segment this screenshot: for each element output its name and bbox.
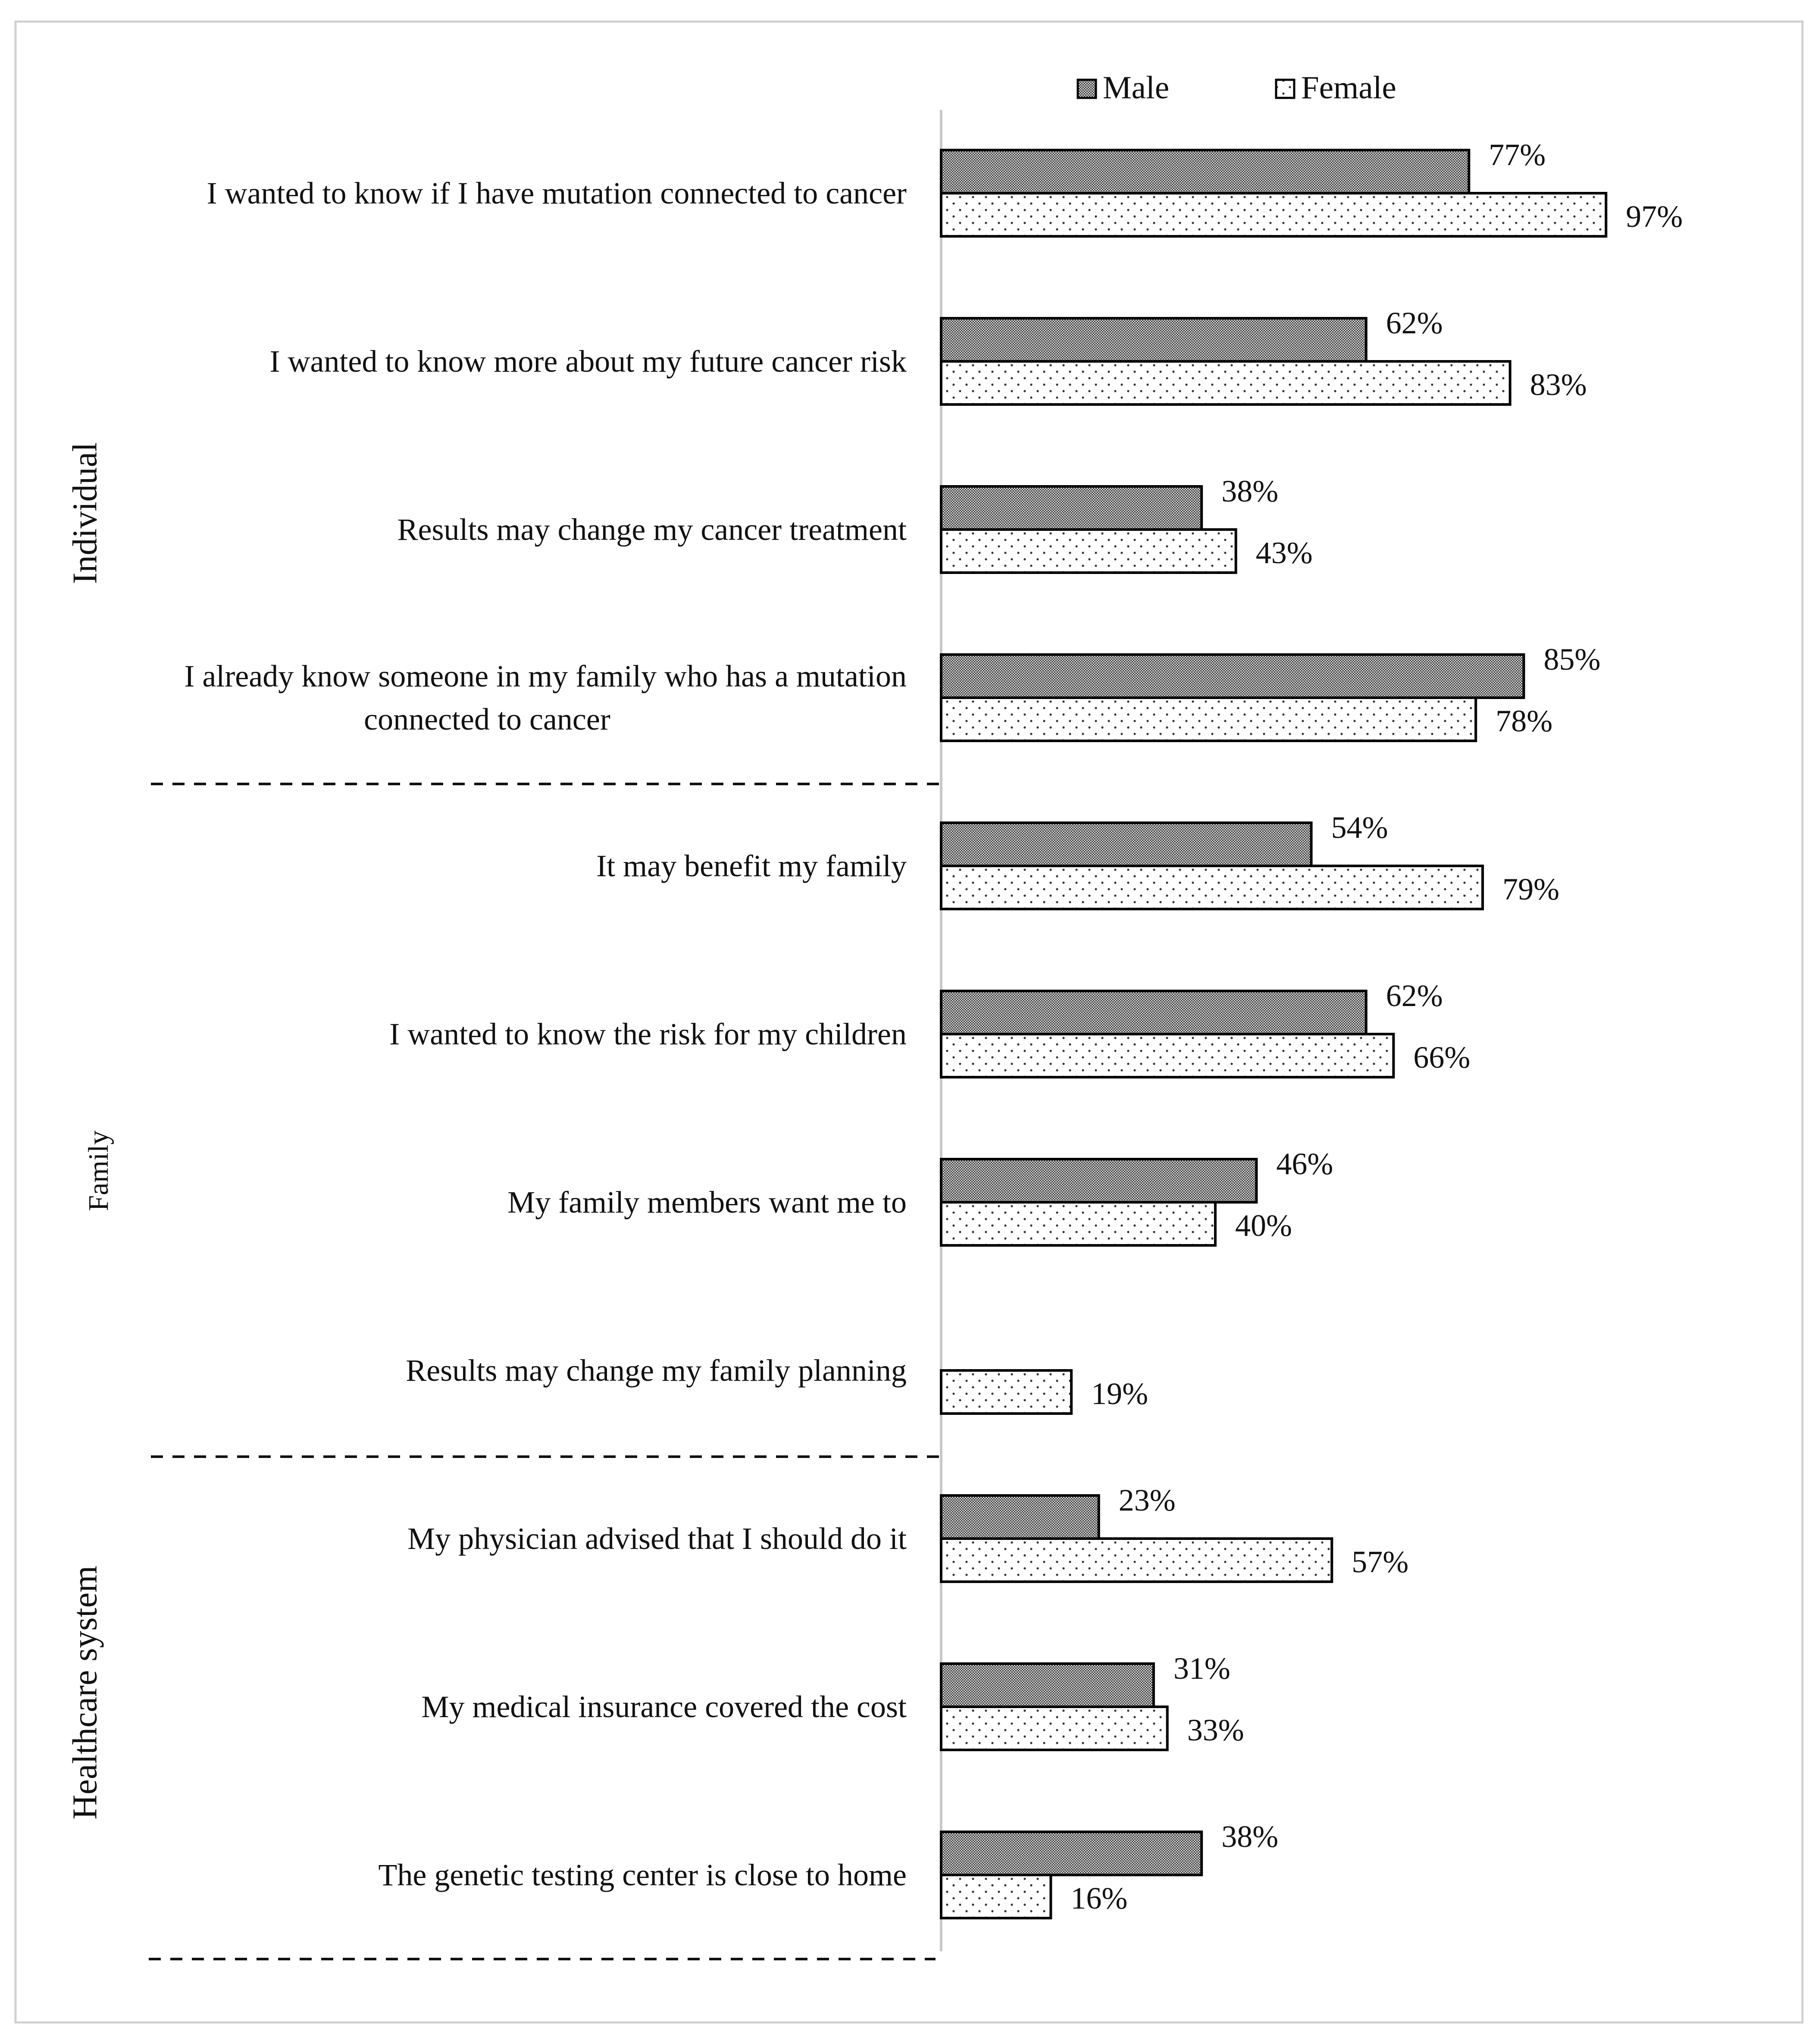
group-label-healthcare-system: Healthcare system xyxy=(66,1566,104,1820)
value-label-male: 85% xyxy=(1544,642,1601,677)
value-label-male: 77% xyxy=(1489,138,1546,172)
value-label-female: 40% xyxy=(1235,1208,1292,1243)
value-label-male: 38% xyxy=(1221,474,1278,508)
bar-female xyxy=(940,1705,1169,1751)
value-label-female: 83% xyxy=(1530,367,1587,402)
bar-male xyxy=(940,821,1313,867)
value-label-female: 19% xyxy=(1091,1376,1148,1411)
value-label-male: 31% xyxy=(1173,1651,1230,1686)
bar-female xyxy=(940,1537,1333,1583)
category-label: My medical insurance covered the cost xyxy=(421,1690,907,1724)
value-label-male: 62% xyxy=(1386,306,1443,340)
value-label-female: 79% xyxy=(1502,872,1559,906)
bar-male xyxy=(940,653,1525,699)
category-label: I wanted to know if I have mutation conn… xyxy=(207,176,907,210)
bar-male xyxy=(940,1831,1203,1876)
legend-swatch-male xyxy=(1076,78,1097,99)
value-label-female: 57% xyxy=(1352,1545,1408,1579)
bar-female xyxy=(940,192,1608,238)
bar-male xyxy=(940,317,1367,363)
category-label: The genetic testing center is close to h… xyxy=(378,1858,907,1892)
category-label: I wanted to know more about my future ca… xyxy=(269,344,907,379)
bar-female xyxy=(940,360,1511,406)
bar-female xyxy=(940,1033,1395,1078)
legend-swatch-female xyxy=(1275,78,1295,99)
chart-frame xyxy=(14,20,1804,2024)
value-label-female: 33% xyxy=(1187,1713,1244,1747)
bar-male xyxy=(940,149,1471,194)
value-label-female: 43% xyxy=(1256,536,1313,570)
value-label-male: 54% xyxy=(1331,810,1388,845)
bar-male xyxy=(940,1662,1155,1708)
bar-female xyxy=(940,1201,1217,1247)
value-label-female: 97% xyxy=(1626,199,1683,234)
legend-label-female: Female xyxy=(1301,70,1396,106)
bar-female xyxy=(940,696,1477,742)
value-label-male: 62% xyxy=(1386,978,1443,1013)
group-label-family: Family xyxy=(83,1130,114,1211)
value-label-male: 23% xyxy=(1119,1483,1176,1517)
value-label-female: 66% xyxy=(1413,1040,1470,1075)
bar-female xyxy=(940,865,1484,910)
value-label-female: 78% xyxy=(1496,704,1552,738)
value-label-female: 16% xyxy=(1070,1881,1127,1915)
bar-female xyxy=(940,1874,1052,1919)
category-label: I wanted to know the risk for my childre… xyxy=(389,1017,907,1051)
category-label: It may benefit my family xyxy=(596,849,907,883)
bar-male xyxy=(940,990,1367,1035)
category-label: My family members want me to xyxy=(507,1185,907,1220)
bar-female xyxy=(940,1369,1073,1415)
bar-female xyxy=(940,528,1237,574)
group-label-individual: Individual xyxy=(66,442,104,584)
legend-label-male: Male xyxy=(1103,70,1169,106)
category-label: connected to cancer xyxy=(364,702,610,737)
category-label: Results may change my cancer treatment xyxy=(397,512,907,547)
value-label-male: 46% xyxy=(1276,1147,1333,1181)
category-label: I already know someone in my family who … xyxy=(184,659,907,693)
bar-male xyxy=(940,485,1203,531)
bar-male xyxy=(940,1158,1258,1204)
bar-male xyxy=(940,1494,1100,1540)
value-label-male: 38% xyxy=(1221,1819,1278,1854)
category-label: Results may change my family planning xyxy=(406,1353,907,1388)
category-label: My physician advised that I should do it xyxy=(407,1521,907,1556)
